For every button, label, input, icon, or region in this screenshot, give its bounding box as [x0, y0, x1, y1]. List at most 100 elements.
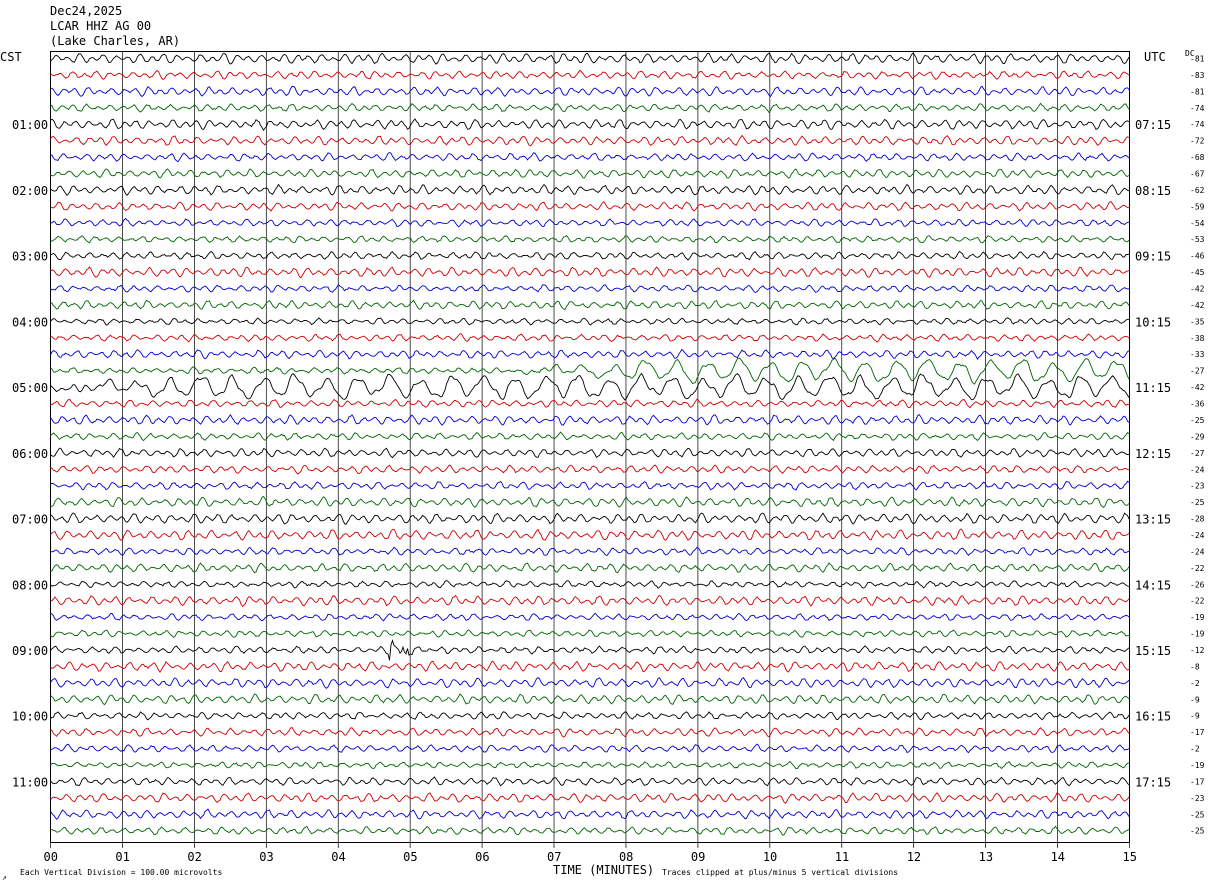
left-hour-label: 09:00 [12, 644, 48, 658]
seismic-trace [50, 825, 1130, 836]
right-hour-label: 08:15 [1135, 184, 1171, 198]
left-hour-label: 01:00 [12, 118, 48, 132]
x-tick-label: 04 [331, 850, 345, 864]
seismic-trace [50, 612, 1130, 622]
seismic-trace [50, 413, 1130, 426]
location-label: (Lake Charles, AR) [50, 34, 181, 48]
seismic-trace [50, 594, 1130, 607]
seismic-trace [50, 660, 1130, 674]
right-hour-label: 13:15 [1135, 513, 1171, 527]
dc-offset-value: -81 [1190, 87, 1205, 96]
seismic-trace [50, 792, 1130, 804]
dc-offset-value: -22 [1190, 564, 1205, 573]
dc-offset-value: -23 [1190, 794, 1205, 803]
dc-offset-value: -67 [1190, 170, 1205, 179]
x-tick-labels: 00 01 02 03 04 05 06 07 08 09 10 11 12 13 14 15 [44, 850, 1137, 864]
dc-offset-value: -33 [1190, 350, 1205, 359]
seismic-trace [50, 52, 1130, 65]
left-hour-label: 07:00 [12, 513, 48, 527]
left-hour-label: 05:00 [12, 381, 48, 395]
seismic-trace [50, 512, 1130, 526]
seismic-trace [50, 217, 1130, 228]
seismic-trace [50, 357, 1130, 385]
seismic-trace [50, 266, 1130, 279]
dc-header-label: DC [1185, 49, 1195, 58]
left-timezone-label: CST [0, 50, 22, 64]
right-timezone-label: UTC [1144, 50, 1166, 64]
right-hour-label: 10:15 [1135, 315, 1171, 329]
x-tick-label: 13 [979, 850, 993, 864]
x-tick-label: 08 [619, 850, 633, 864]
dc-offset-value: -25 [1190, 498, 1205, 507]
dc-offset-value: -24 [1190, 465, 1205, 474]
seismic-trace [50, 69, 1130, 81]
seismic-trace [50, 85, 1130, 98]
dc-offset-value: -8 [1190, 662, 1200, 671]
right-hour-label: 17:15 [1135, 775, 1171, 789]
dc-offset-value: -42 [1190, 301, 1205, 310]
seismic-trace [50, 726, 1130, 738]
dc-offset-value: -74 [1190, 120, 1205, 129]
dc-offset-value: -45 [1190, 268, 1205, 277]
seismic-trace [50, 711, 1130, 721]
dc-offset-value: -27 [1190, 449, 1205, 458]
right-hour-label: 11:15 [1135, 381, 1171, 395]
dc-offset-labels: -81 -83 -81 -74 -74 -72 -68 -67 -62 -59 -54 -53 -46 -… [1190, 55, 1205, 836]
seismic-trace [50, 528, 1130, 541]
seismic-trace [50, 693, 1130, 706]
dc-offset-value: -24 [1190, 547, 1205, 556]
right-hour-label: 16:15 [1135, 710, 1171, 724]
seismic-trace [50, 579, 1130, 589]
left-hour-label: 04:00 [12, 315, 48, 329]
dc-offset-value: -72 [1190, 137, 1205, 146]
seismic-trace [50, 546, 1130, 557]
right-hour-label: 09:15 [1135, 250, 1171, 264]
dc-offset-value: -25 [1190, 810, 1205, 819]
x-axis-title: TIME (MINUTES) [553, 863, 654, 877]
dc-offset-value: -54 [1190, 219, 1205, 228]
dc-offset-value: -53 [1190, 235, 1205, 244]
x-tick-label: 12 [907, 850, 921, 864]
x-tick-label: 00 [44, 850, 58, 864]
dc-offset-value: -19 [1190, 613, 1205, 622]
seismic-trace [50, 629, 1130, 638]
dc-offset-value: -19 [1190, 761, 1205, 770]
seismic-trace [50, 183, 1130, 197]
x-tick-label: 06 [475, 850, 489, 864]
seismic-trace [50, 676, 1130, 689]
seismic-trace [50, 464, 1130, 475]
seismic-trace [50, 168, 1130, 179]
dc-offset-value: -81 [1190, 55, 1205, 64]
dc-offset-value: -17 [1190, 728, 1205, 737]
seismic-trace [50, 118, 1130, 132]
left-hour-label: 02:00 [12, 184, 48, 198]
seismic-trace [50, 372, 1130, 401]
right-hour-labels: 07:15 08:15 09:15 10:15 11:15 12:15 13:15 14:15… [1135, 118, 1171, 789]
seismic-trace [50, 776, 1130, 787]
dc-offset-value: -35 [1190, 317, 1205, 326]
dc-offset-value: -38 [1190, 334, 1205, 343]
x-tick-label: 15 [1123, 850, 1137, 864]
dc-offset-value: -25 [1190, 827, 1205, 836]
seismic-trace [50, 431, 1130, 442]
right-hour-label: 15:15 [1135, 644, 1171, 658]
dc-offset-value: -83 [1190, 71, 1205, 80]
seismic-trace [50, 348, 1130, 360]
seismic-trace [50, 333, 1130, 343]
seismic-trace [50, 250, 1130, 261]
dc-offset-value: -9 [1190, 712, 1200, 721]
left-hour-label: 08:00 [12, 578, 48, 592]
seismic-trace [50, 317, 1130, 326]
plot-frame [50, 51, 1130, 843]
dc-offset-value: -29 [1190, 432, 1205, 441]
dc-offset-value: -22 [1190, 597, 1205, 606]
seismic-trace [50, 234, 1130, 244]
x-tick-label: 09 [691, 850, 705, 864]
dc-offset-value: -46 [1190, 252, 1205, 261]
trace-group [50, 52, 1130, 836]
dc-offset-value: -26 [1190, 580, 1205, 589]
left-hour-label: 03:00 [12, 250, 48, 264]
seismic-trace [50, 639, 1130, 661]
dc-offset-value: -68 [1190, 153, 1205, 162]
